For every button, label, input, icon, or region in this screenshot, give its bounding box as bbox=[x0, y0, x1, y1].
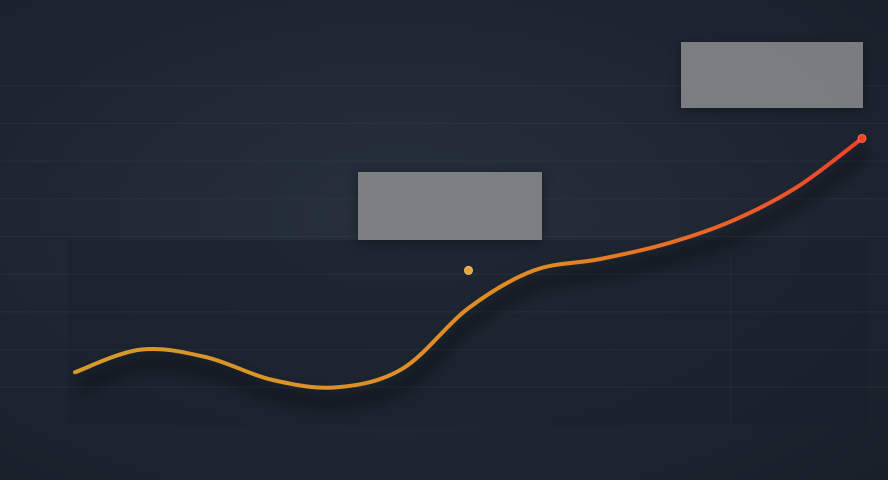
highlight-point-2 bbox=[857, 133, 867, 143]
series-line-shadow bbox=[77, 148, 870, 407]
series-line bbox=[73, 136, 864, 390]
callout-box-2 bbox=[681, 42, 863, 108]
highlight-point-1 bbox=[464, 265, 473, 275]
callout-box-1 bbox=[358, 172, 542, 240]
